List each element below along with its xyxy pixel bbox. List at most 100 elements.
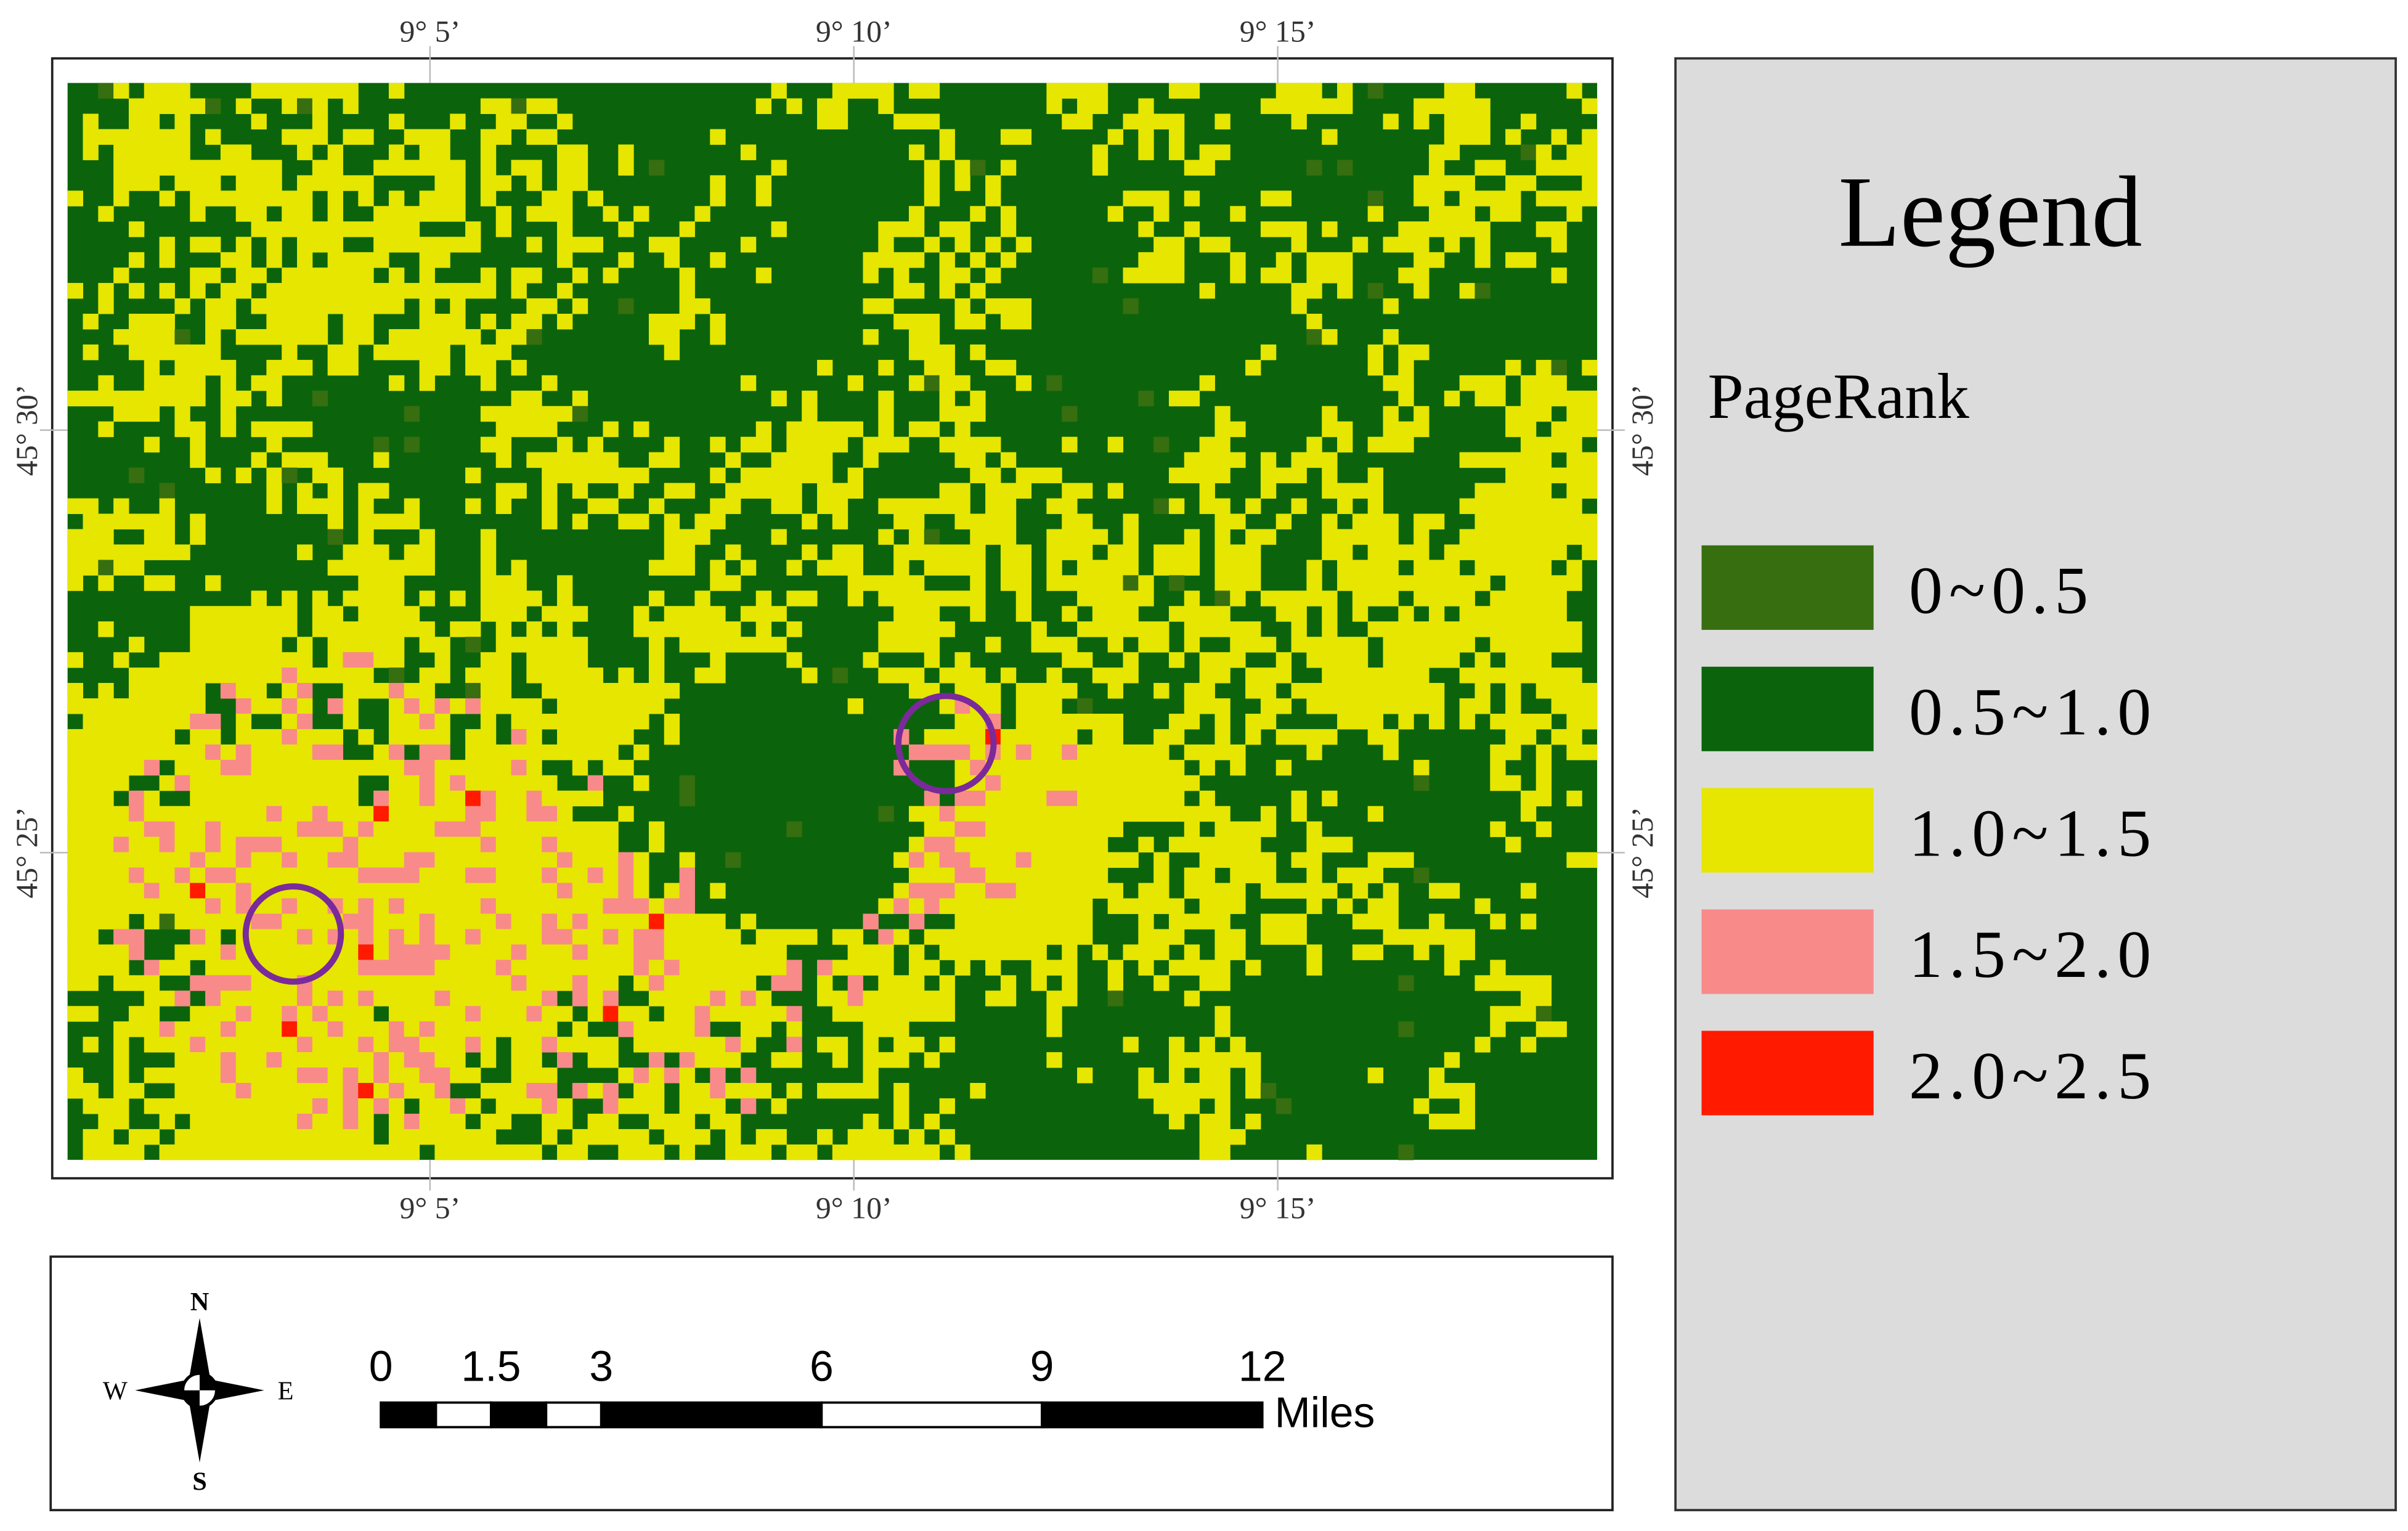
raster-cell <box>266 806 282 822</box>
raster-cell <box>98 944 114 960</box>
raster-cell <box>603 836 619 853</box>
raster-cell <box>633 913 649 929</box>
raster-cell <box>297 175 313 191</box>
raster-cell <box>1031 836 1047 853</box>
raster-cell <box>419 560 435 576</box>
raster-cell <box>205 1113 221 1130</box>
raster-cell <box>465 960 481 976</box>
raster-cell <box>694 960 710 976</box>
raster-cell <box>312 160 328 176</box>
raster-cell <box>1413 421 1430 438</box>
raster-cell <box>954 867 970 884</box>
raster-cell <box>388 713 405 730</box>
raster-cell <box>633 683 649 699</box>
raster-cell <box>1092 729 1108 745</box>
raster-cell <box>1383 729 1399 745</box>
raster-cell <box>98 821 114 838</box>
raster-cell <box>266 375 282 391</box>
raster-cell <box>144 1037 160 1053</box>
raster-cell <box>1214 1021 1230 1037</box>
raster-cell <box>1199 436 1215 453</box>
raster-cell <box>220 913 237 929</box>
raster-cell <box>970 929 986 945</box>
raster-cell <box>1153 190 1169 206</box>
raster-cell <box>113 759 129 776</box>
raster-cell <box>358 513 374 529</box>
raster-cell <box>1383 513 1399 529</box>
raster-cell <box>526 637 542 653</box>
raster-cell <box>1413 1098 1430 1114</box>
raster-cell <box>572 406 588 422</box>
raster-cell <box>190 1144 206 1161</box>
raster-cell <box>480 913 497 929</box>
raster-cell <box>297 775 313 791</box>
raster-cell <box>388 83 405 99</box>
raster-cell <box>83 1083 99 1099</box>
raster-cell <box>1474 221 1491 237</box>
raster-cell <box>67 775 83 791</box>
raster-cell <box>572 652 588 668</box>
raster-cell <box>297 237 313 253</box>
raster-cell <box>1168 83 1185 99</box>
raster-cell <box>1260 683 1277 699</box>
raster-cell <box>1031 821 1047 838</box>
raster-cell <box>235 1144 252 1161</box>
raster-cell <box>327 1144 343 1161</box>
raster-cell <box>190 821 206 838</box>
raster-cell <box>358 1068 374 1084</box>
raster-cell <box>83 529 99 545</box>
raster-cell <box>786 560 802 576</box>
raster-cell <box>251 975 267 991</box>
raster-cell <box>572 898 588 914</box>
raster-cell <box>388 929 405 945</box>
raster-cell <box>694 1006 710 1022</box>
raster-cell <box>128 744 145 761</box>
raster-cell <box>633 960 649 976</box>
raster-cell <box>1413 560 1430 576</box>
raster-cell <box>205 1083 221 1099</box>
raster-cell <box>572 790 588 807</box>
raster-cell <box>939 668 955 684</box>
raster-cell <box>970 467 986 484</box>
raster-cell <box>557 190 573 206</box>
raster-cell <box>1138 944 1154 960</box>
raster-cell <box>266 83 282 99</box>
raster-cell <box>1322 621 1338 637</box>
raster-cell <box>434 1006 450 1022</box>
raster-cell <box>1031 883 1047 899</box>
raster-cell <box>1459 129 1475 145</box>
raster-cell <box>1062 744 1078 761</box>
raster-cell <box>908 883 925 899</box>
raster-cell <box>1520 652 1537 668</box>
raster-cell <box>1107 775 1124 791</box>
raster-cell <box>205 329 221 345</box>
raster-cell <box>1551 683 1567 699</box>
raster-cell <box>266 436 282 453</box>
raster-cell <box>526 668 542 684</box>
raster-cell <box>113 83 129 99</box>
raster-cell <box>174 883 190 899</box>
raster-cell <box>465 867 481 884</box>
raster-cell <box>511 313 527 330</box>
raster-cell <box>388 668 405 684</box>
raster-cell <box>1214 713 1230 730</box>
raster-cell <box>113 1083 129 1099</box>
raster-cell <box>1505 452 1521 468</box>
raster-cell <box>1245 1113 1261 1130</box>
raster-cell <box>434 867 450 884</box>
scale-segment <box>545 1401 603 1429</box>
raster-cell <box>970 883 986 899</box>
raster-cell <box>1123 113 1139 129</box>
raster-cell <box>542 129 558 145</box>
raster-cell <box>1352 529 1369 545</box>
raster-cell <box>1459 190 1475 206</box>
raster-cell <box>1536 467 1552 484</box>
raster-cell <box>817 1129 833 1145</box>
raster-cell <box>1123 190 1139 206</box>
raster-cell <box>144 883 160 899</box>
raster-cell <box>128 329 145 345</box>
raster-cell <box>908 852 925 868</box>
raster-cell <box>740 1021 757 1037</box>
raster-cell <box>572 1037 588 1053</box>
raster-cell <box>282 1006 298 1022</box>
